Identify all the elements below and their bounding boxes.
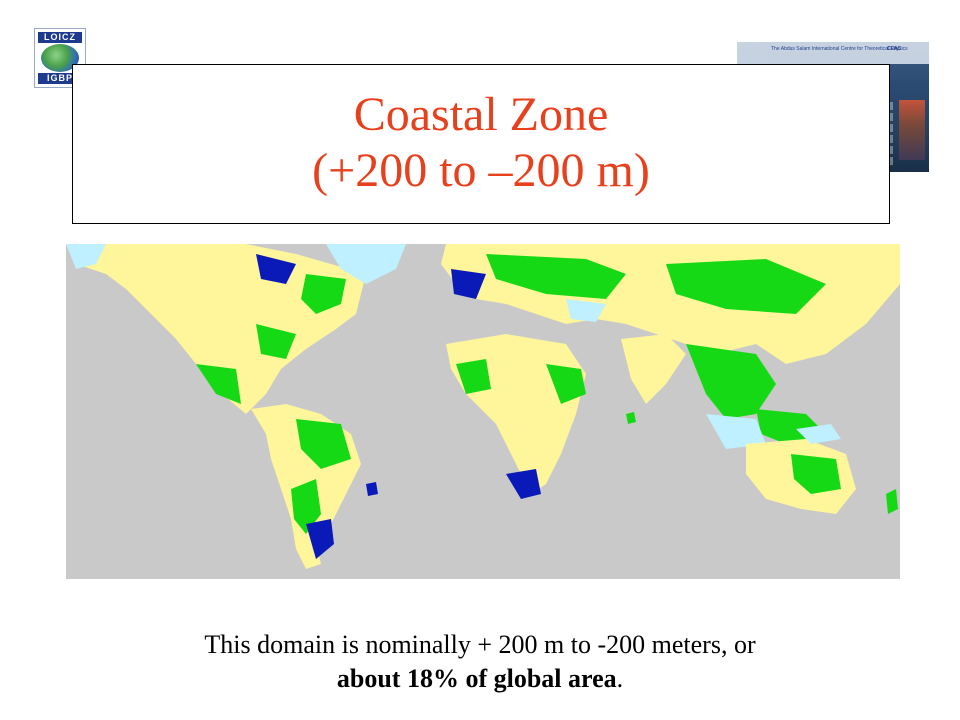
thumbnail-photo [899, 100, 925, 160]
slide-title-line1: Coastal Zone [353, 88, 609, 141]
logo-top-text: LOICZ [38, 32, 82, 43]
title-box: Coastal Zone (+200 to –200 m) [72, 64, 890, 224]
thumbnail-header-left: The Abdus Salam International Centre for… [771, 46, 908, 52]
caption-line2: about 18% of global area. [0, 662, 960, 696]
caption-period: . [616, 664, 624, 693]
slide-title-line2: (+200 to –200 m) [312, 144, 650, 197]
world-coastal-zone-map [66, 244, 900, 579]
logo-bottom-text: IGBP [38, 73, 82, 84]
thumbnail-header-right: CEAC [887, 46, 902, 52]
world-map-icon [66, 244, 900, 569]
loicz-igbp-logo: LOICZ IGBP [34, 28, 86, 88]
caption-line1: This domain is nominally + 200 m to -200… [204, 630, 756, 659]
thumbnail-header: The Abdus Salam International Centre for… [737, 42, 929, 64]
caption-emphasis: about 18% of global area [336, 664, 617, 693]
caption: This domain is nominally + 200 m to -200… [0, 628, 960, 696]
